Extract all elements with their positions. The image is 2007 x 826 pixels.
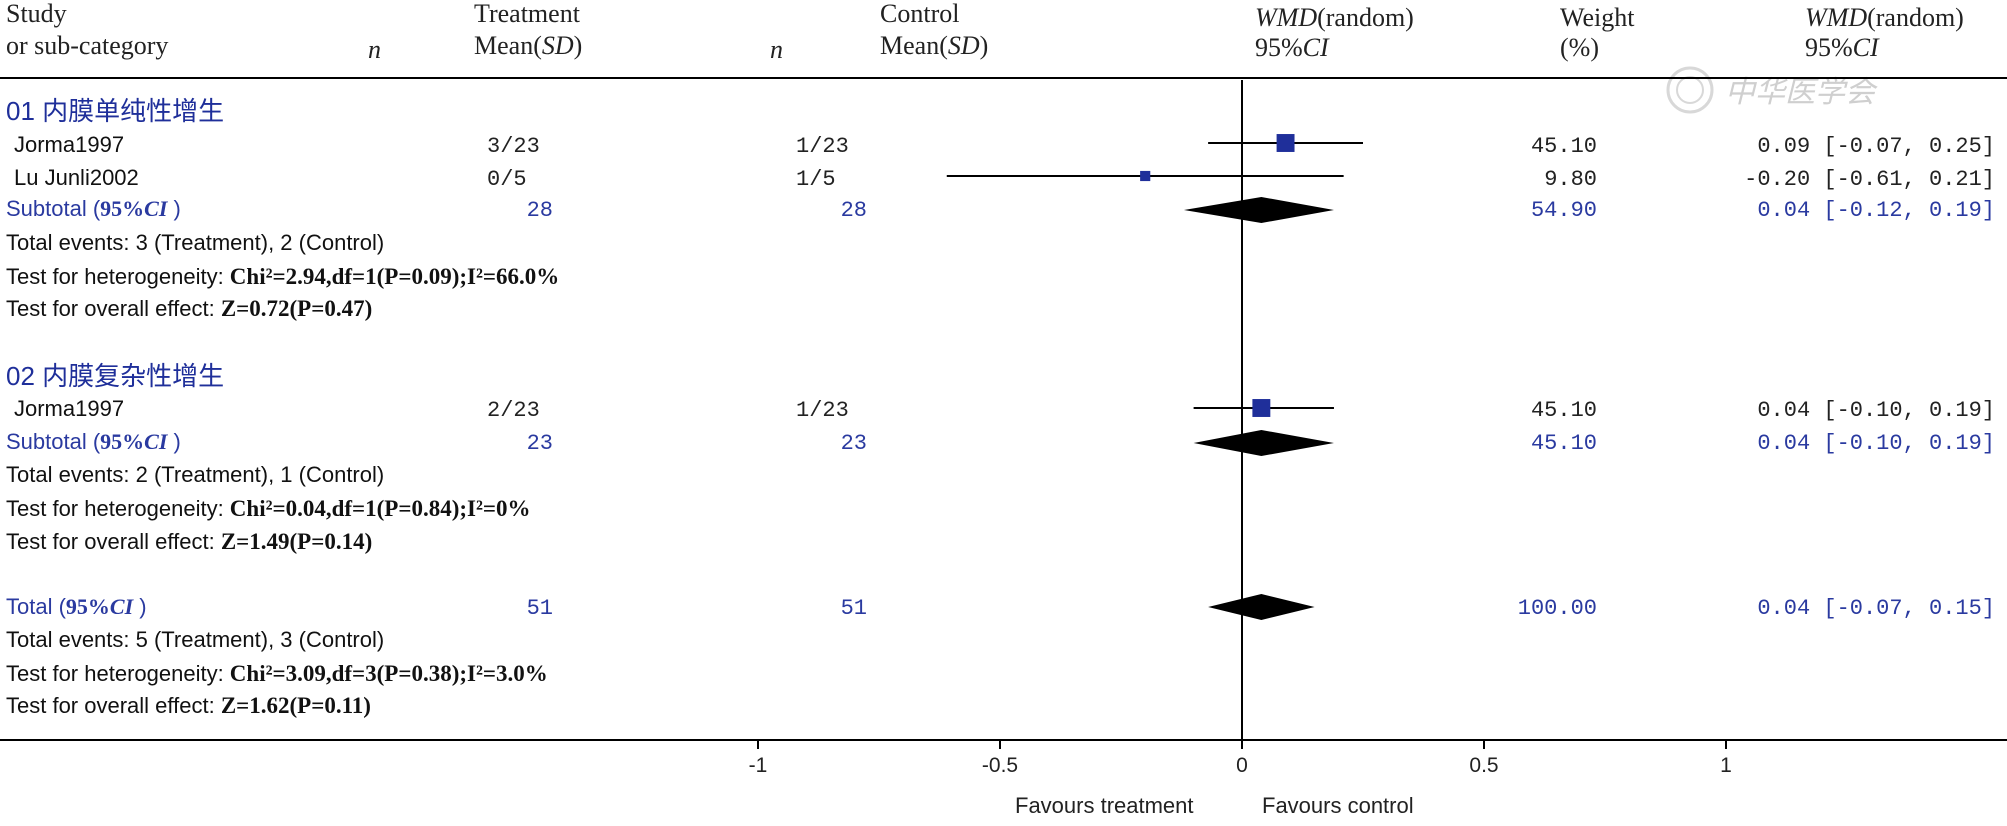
header-control-n: n <box>770 35 783 64</box>
header-ci-right: 95%CI <box>1805 33 1880 62</box>
watermark: 中华医学会 <box>1666 66 1878 114</box>
favours-control-label: Favours control <box>1262 793 1414 818</box>
treatment-total: 51 <box>527 596 553 621</box>
overall-effect-test: Test for overall effect: Z=1.62(P=0.11) <box>6 693 371 718</box>
study-name: Jorma1997 <box>14 396 124 421</box>
ci-value: 0.04 [-0.07, 0.15] <box>1757 596 1995 621</box>
treatment-total: 23 <box>527 431 553 456</box>
overall-effect-test: Test for overall effect: Z=0.72(P=0.47) <box>6 296 372 321</box>
total-events: Total events: 3 (Treatment), 2 (Control) <box>6 230 384 255</box>
total-events: Total events: 2 (Treatment), 1 (Control) <box>6 462 384 487</box>
header-weight: Weight <box>1560 3 1635 32</box>
heterogeneity-test: Test for heterogeneity: Chi²=0.04,df=1(P… <box>6 496 530 521</box>
heterogeneity-test: Test for heterogeneity: Chi²=2.94,df=1(P… <box>6 264 559 289</box>
total-label: Total (95%CI ) <box>6 594 147 619</box>
weight-value: 54.90 <box>1531 198 1597 223</box>
group-title: 01 内膜单纯性增生 <box>6 96 224 126</box>
subtotal-row: Subtotal (95%CI ) 23 23 45.10 0.04 [-0.1… <box>6 429 1995 456</box>
control-value: 1/23 <box>796 134 849 159</box>
total-row: Total (95%CI ) 51 51 100.00 0.04 [-0.07,… <box>6 594 1995 621</box>
treatment-value: 2/23 <box>487 398 540 423</box>
header-wmd-right: WMD(random) <box>1805 3 1964 32</box>
header-wmd: WMD(random) <box>1255 3 1414 32</box>
treatment-value: 0/5 <box>487 167 527 192</box>
header-control-stat: Mean(SD) <box>880 31 988 60</box>
x-axis: -1 -0.5 0 0.5 1 <box>749 740 1732 777</box>
overall-effect-test: Test for overall effect: Z=1.49(P=0.14) <box>6 529 372 554</box>
heterogeneity-test: Test for heterogeneity: Chi²=3.09,df=3(P… <box>6 661 548 686</box>
study-marker <box>1276 134 1295 152</box>
total-diamond <box>1208 594 1315 620</box>
control-total: 23 <box>841 431 867 456</box>
study-name: Jorma1997 <box>14 132 124 157</box>
x-tick-label: 0 <box>1236 754 1248 777</box>
group-1: 01 内膜单纯性增生 Jorma1997 3/23 1/23 45.10 0.0… <box>6 96 1995 321</box>
study-marker <box>1252 399 1271 417</box>
header-weight-unit: (%) <box>1560 33 1599 62</box>
ci-value: 0.04 [-0.10, 0.19] <box>1757 431 1995 456</box>
x-tick-label: 0.5 <box>1469 754 1498 777</box>
subtotal-diamond <box>1183 197 1334 223</box>
ci-value: 0.04 [-0.10, 0.19] <box>1757 398 1995 423</box>
weight-value: 100.00 <box>1518 596 1597 621</box>
ci-value: 0.09 [-0.07, 0.25] <box>1757 134 1995 159</box>
weight-value: 45.10 <box>1531 431 1597 456</box>
header-treatment: Treatment <box>474 0 581 28</box>
table-row: Jorma1997 3/23 1/23 45.10 0.09 [-0.07, 0… <box>14 132 1995 159</box>
favours-treatment-label: Favours treatment <box>1015 793 1194 818</box>
total-events: Total events: 5 (Treatment), 3 (Control) <box>6 627 384 652</box>
ci-value: 0.04 [-0.12, 0.19] <box>1757 198 1995 223</box>
weight-value: 9.80 <box>1544 167 1597 192</box>
subtotal-diamond <box>1193 430 1334 456</box>
treatment-value: 3/23 <box>487 134 540 159</box>
control-value: 1/5 <box>796 167 836 192</box>
control-total: 51 <box>841 596 867 621</box>
subtotal-row: Subtotal (95%CI ) 28 28 54.90 0.04 [-0.1… <box>6 196 1995 223</box>
subtotal-label: Subtotal (95%CI ) <box>6 196 181 221</box>
table-header: Study or sub-category n Treatment Mean(S… <box>6 0 1964 64</box>
group-2: 02 内膜复杂性增生 Jorma1997 2/23 1/23 45.10 0.0… <box>6 361 1995 554</box>
weight-value: 45.10 <box>1531 134 1597 159</box>
treatment-total: 28 <box>527 198 553 223</box>
x-tick-label: -1 <box>749 754 768 777</box>
header-subcategory: or sub-category <box>6 31 168 60</box>
header-ci: 95%CI <box>1255 33 1330 62</box>
header-control: Control <box>880 0 959 28</box>
header-treatment-stat: Mean(SD) <box>474 31 582 60</box>
study-marker <box>1140 170 1151 182</box>
watermark-seal-icon <box>1666 66 1714 114</box>
x-tick-label: 1 <box>1720 754 1732 777</box>
table-row: Jorma1997 2/23 1/23 45.10 0.04 [-0.10, 0… <box>14 396 1995 423</box>
control-total: 28 <box>841 198 867 223</box>
table-row: Lu Junli2002 0/5 1/5 9.80 -0.20 [-0.61, … <box>14 165 1995 192</box>
group-title: 02 内膜复杂性增生 <box>6 361 224 391</box>
weight-value: 45.10 <box>1531 398 1597 423</box>
header-study: Study <box>6 0 67 28</box>
subtotal-label: Subtotal (95%CI ) <box>6 429 181 454</box>
total-section: Total (95%CI ) 51 51 100.00 0.04 [-0.07,… <box>6 594 1995 718</box>
study-name: Lu Junli2002 <box>14 165 139 190</box>
watermark-text: 中华医学会 <box>1725 75 1878 110</box>
control-value: 1/23 <box>796 398 849 423</box>
x-tick-label: -0.5 <box>982 754 1018 777</box>
ci-value: -0.20 [-0.61, 0.21] <box>1744 167 1995 192</box>
header-treatment-n: n <box>368 35 381 64</box>
